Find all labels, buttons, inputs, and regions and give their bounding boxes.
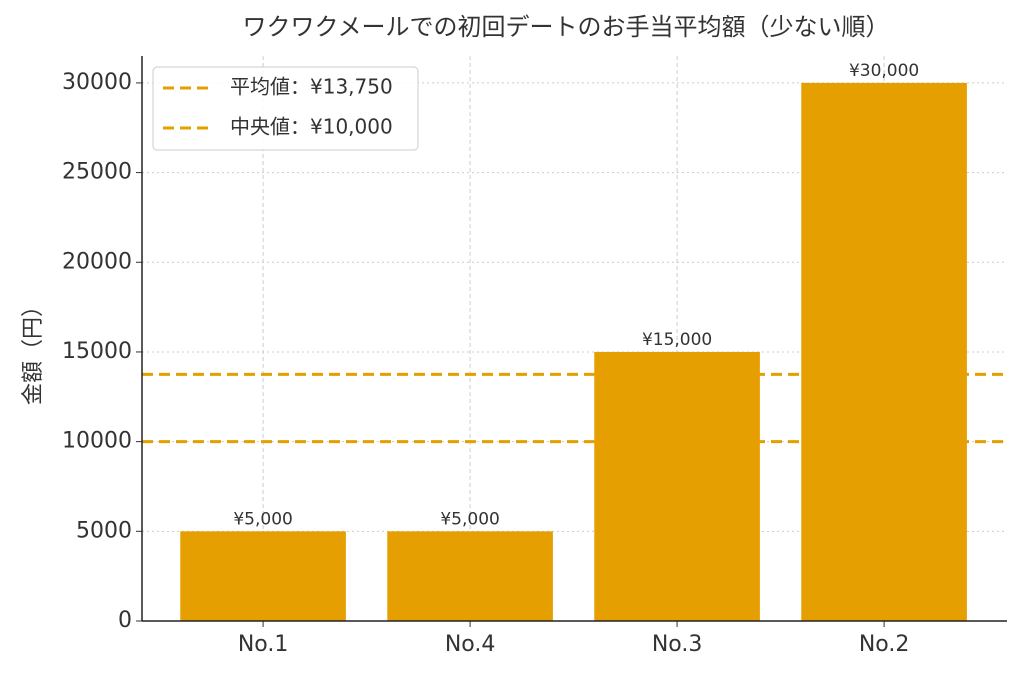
y-tick-label: 20000 (62, 249, 132, 274)
legend-box (152, 66, 419, 151)
bar (801, 82, 967, 621)
x-tick-label: No.1 (238, 632, 289, 657)
y-tick-label: 25000 (62, 160, 132, 185)
value-label: ¥30,000 (849, 61, 919, 81)
bar (594, 351, 760, 621)
x-tick-label: No.2 (859, 632, 910, 657)
bar (387, 531, 553, 621)
y-tick-label: 5000 (76, 518, 132, 543)
chart-title: ワクワクメールでの初回デートのお手当平均額（少ない順） (242, 13, 889, 41)
x-tick-label: No.3 (652, 632, 703, 657)
y-tick-label: 30000 (62, 70, 132, 95)
y-tick-label: 15000 (62, 339, 132, 364)
value-label: ¥5,000 (233, 509, 292, 529)
bar (180, 531, 346, 621)
y-tick-label: 10000 (62, 429, 132, 454)
legend-label: 中央値：¥10,000 (230, 115, 393, 139)
legend-label: 平均値：¥13,750 (230, 75, 393, 99)
y-axis-label: 金額（円） (21, 295, 46, 405)
value-label: ¥15,000 (642, 330, 712, 350)
value-label: ¥5,000 (440, 509, 499, 529)
x-tick-label: No.4 (445, 632, 496, 657)
y-tick-label: 0 (118, 608, 132, 633)
